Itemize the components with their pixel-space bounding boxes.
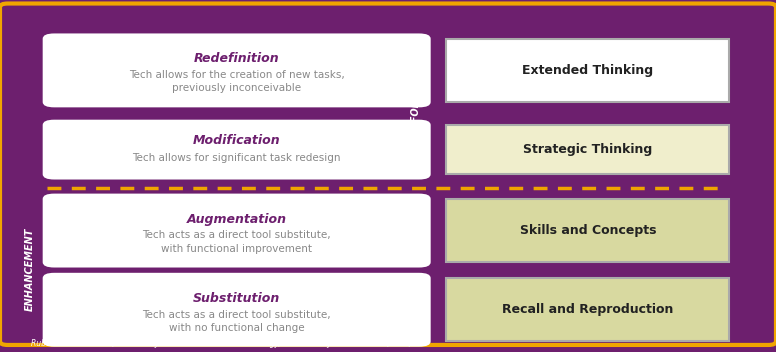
FancyBboxPatch shape [0,4,776,345]
Text: Extended Thinking: Extended Thinking [522,64,653,77]
FancyBboxPatch shape [43,194,431,268]
Text: Strategic Thinking: Strategic Thinking [523,143,653,156]
Text: ENHANCEMENT: ENHANCEMENT [25,228,34,311]
Text: Recall and Reproduction: Recall and Reproduction [502,303,674,316]
Text: Tech allows for the creation of new tasks,
previously inconceivable: Tech allows for the creation of new task… [129,70,345,93]
Text: Skills and Concepts: Skills and Concepts [520,224,656,237]
Text: Augmentation: Augmentation [187,213,286,226]
Text: Redefinition: Redefinition [194,52,279,65]
Text: Tech acts as a direct tool substitute,
with no functional change: Tech acts as a direct tool substitute, w… [142,309,331,333]
Text: Substitution: Substitution [193,292,280,305]
FancyBboxPatch shape [446,199,729,262]
FancyBboxPatch shape [43,33,431,107]
Text: Modification: Modification [193,134,280,147]
FancyBboxPatch shape [446,278,729,341]
FancyBboxPatch shape [446,39,729,102]
Text: Tech allows for significant task redesign: Tech allows for significant task redesig… [133,153,341,163]
Text: Ruben R. Puentedura, As We May Teach: Educational Technology, From Theory Into P: Ruben R. Puentedura, As We May Teach: Ed… [31,339,412,348]
Text: Tech acts as a direct tool substitute,
with functional improvement: Tech acts as a direct tool substitute, w… [142,230,331,253]
FancyBboxPatch shape [446,125,729,174]
FancyBboxPatch shape [43,120,431,180]
Text: TRANSFORMATION: TRANSFORMATION [411,56,420,158]
FancyBboxPatch shape [43,273,431,347]
